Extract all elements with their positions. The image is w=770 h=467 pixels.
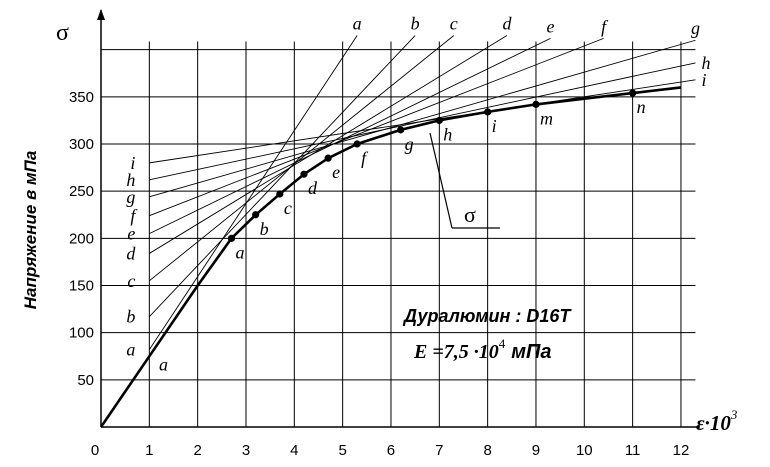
tangent-line-b xyxy=(149,35,416,317)
y-tick-label: 250 xyxy=(69,183,94,200)
grid xyxy=(101,41,696,427)
x-tick-label: 9 xyxy=(532,442,540,459)
x-axis-label-exponent: 3 xyxy=(730,407,738,422)
marker-label-f: f xyxy=(361,148,369,168)
x-axis-label-main: ε·10 xyxy=(696,411,731,435)
tangent-label-end-d: d xyxy=(502,14,512,34)
tangent-label-end-b: b xyxy=(411,14,420,34)
y-tick-label: 300 xyxy=(69,136,94,153)
tangent-line-i xyxy=(149,79,696,164)
y-tick-label: 200 xyxy=(69,230,94,247)
x-tick-label: 3 xyxy=(242,442,250,459)
axes xyxy=(97,9,700,428)
x-tick-label: 4 xyxy=(290,442,298,459)
tangent-line-g xyxy=(149,39,696,198)
x-tick-label: 7 xyxy=(435,442,443,459)
x-tick-label: 5 xyxy=(338,442,346,459)
x-tick-label: 10 xyxy=(576,442,593,459)
material-annotation: Дуралюмин : D16T E =7,5 ·104 мПа xyxy=(402,306,572,363)
material-label: Дуралюмин : D16T xyxy=(402,306,572,326)
tangent-label-start-e: e xyxy=(127,224,135,244)
marker-label-b: b xyxy=(260,219,269,239)
marker-label-h: h xyxy=(443,124,452,144)
marker-point-e xyxy=(324,154,332,162)
marker-point-m xyxy=(532,100,540,108)
tangent-label-start-i: i xyxy=(130,153,135,173)
x-tick-label: 12 xyxy=(673,442,690,459)
marker-label-e: e xyxy=(332,162,340,182)
marker-point-h xyxy=(435,116,443,125)
tangent-label-a-lower: a xyxy=(159,354,168,374)
tangent-line-d xyxy=(149,35,508,254)
tangent-label-end-c: c xyxy=(450,14,458,34)
y-axis-symbol: σ xyxy=(56,20,69,46)
marker-point-a xyxy=(227,234,236,242)
tangent-label-end-a: a xyxy=(353,14,362,34)
tangent-label-end-h: h xyxy=(701,53,710,73)
tangent-label-start-b: b xyxy=(126,307,135,327)
tangent-label-start-h: h xyxy=(126,170,135,190)
marker-point-n xyxy=(629,89,637,97)
tangent-line-c xyxy=(149,35,455,282)
marker-label-n: n xyxy=(637,97,646,117)
marker-label-g: g xyxy=(405,134,414,154)
curve-callout: σ xyxy=(429,132,500,229)
curve-callout-label: σ xyxy=(464,202,476,227)
y-tick-label: 50 xyxy=(77,372,94,389)
marker-label-c: c xyxy=(284,198,292,218)
marker-label-d: d xyxy=(308,178,318,198)
tangent-label-start-f: f xyxy=(130,206,138,226)
modulus-exponent: 4 xyxy=(499,336,506,351)
y-tick-label: 100 xyxy=(69,325,94,342)
y-axis-label: Напряжение в мПа xyxy=(21,151,40,310)
curve-callout-leader xyxy=(429,132,453,229)
y-axis-arrow xyxy=(97,9,105,20)
marker-point-b xyxy=(252,211,260,219)
tangent-label-start-c: c xyxy=(127,271,135,291)
series-line xyxy=(99,86,682,428)
marker-point-f xyxy=(353,140,361,148)
modulus-unit: мПа xyxy=(511,341,551,363)
x-tick-label: 0 xyxy=(91,442,99,459)
marker-point-c xyxy=(276,190,284,198)
y-tick-label: 150 xyxy=(69,278,94,295)
x-axis-label: ε·103 xyxy=(696,407,738,435)
y-tick-label: 350 xyxy=(69,89,94,106)
tangent-label-end-i: i xyxy=(701,70,706,90)
marker-point-g xyxy=(397,126,405,134)
tangent-label-start-a: a xyxy=(126,340,135,360)
marker-point-d xyxy=(300,170,308,178)
marker-label-a: a xyxy=(235,242,244,262)
stress-curve xyxy=(99,86,682,428)
marker-label-m: m xyxy=(540,108,553,128)
marker-label-i: i xyxy=(492,116,497,136)
tangent-line-e xyxy=(149,37,551,235)
x-tick-label: 6 xyxy=(387,442,395,459)
modulus-prefix: E =7,5 ·10 xyxy=(413,341,499,363)
tangent-label-end-e: e xyxy=(546,16,554,36)
x-tick-label: 2 xyxy=(193,442,201,459)
marker-point-i xyxy=(484,108,492,116)
tangent-label-start-d: d xyxy=(126,243,136,263)
tangent-label-end-f: f xyxy=(601,16,609,36)
x-tick-label: 11 xyxy=(625,442,641,459)
modulus-label: E =7,5 ·104 мПа xyxy=(413,336,552,363)
tangent-line-f xyxy=(149,37,604,217)
x-tick-label: 1 xyxy=(145,442,153,459)
tangent-label-end-g: g xyxy=(691,18,700,38)
x-tick-label: 8 xyxy=(483,442,491,459)
tangent-label-start-g: g xyxy=(126,187,135,207)
tangent-line-a xyxy=(148,35,358,350)
